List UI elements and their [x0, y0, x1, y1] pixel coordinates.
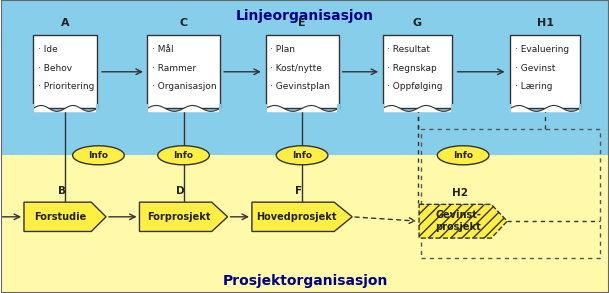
Bar — [147, 35, 220, 108]
Text: B: B — [58, 186, 66, 196]
Ellipse shape — [158, 146, 209, 165]
Text: · Behov: · Behov — [38, 64, 72, 73]
Text: Info: Info — [292, 151, 312, 160]
Bar — [579, 104, 582, 113]
Bar — [381, 104, 384, 113]
Bar — [266, 35, 339, 108]
Text: Info: Info — [174, 151, 194, 160]
Text: Linjeorganisasjon: Linjeorganisasjon — [236, 9, 374, 23]
Bar — [382, 35, 452, 108]
Text: E: E — [298, 18, 306, 28]
Polygon shape — [24, 202, 106, 231]
Ellipse shape — [72, 146, 124, 165]
Text: · Mål: · Mål — [152, 45, 174, 54]
Bar — [509, 104, 512, 113]
Text: Info: Info — [88, 151, 108, 160]
Bar — [32, 104, 34, 113]
Bar — [451, 104, 454, 113]
Text: Forprosjekt: Forprosjekt — [147, 212, 211, 222]
Text: · Organisasjon: · Organisasjon — [152, 82, 217, 91]
Text: · Ide: · Ide — [38, 45, 58, 54]
Bar — [146, 104, 148, 113]
Bar — [1, 0, 609, 155]
Text: · Resultat: · Resultat — [387, 45, 431, 54]
Bar — [96, 104, 98, 113]
Text: Hovedprosjekt: Hovedprosjekt — [256, 212, 337, 222]
Bar — [1, 155, 609, 293]
Text: · Gevinstplan: · Gevinstplan — [270, 82, 331, 91]
Bar — [219, 104, 221, 113]
Text: H2: H2 — [452, 188, 468, 198]
Text: · Rammer: · Rammer — [152, 64, 196, 73]
Text: G: G — [413, 18, 422, 28]
Text: · Regnskap: · Regnskap — [387, 64, 437, 73]
Text: Prosjektorganisasjon: Prosjektorganisasjon — [222, 274, 388, 288]
Text: · Oppfølging: · Oppfølging — [387, 82, 443, 91]
Text: H1: H1 — [537, 18, 554, 28]
Polygon shape — [419, 205, 507, 238]
Text: · Prioritering: · Prioritering — [38, 82, 94, 91]
Ellipse shape — [437, 146, 489, 165]
Ellipse shape — [276, 146, 328, 165]
Text: A: A — [61, 18, 69, 28]
Text: · Kost/nytte: · Kost/nytte — [270, 64, 322, 73]
Text: C: C — [180, 18, 188, 28]
Text: Info: Info — [453, 151, 473, 160]
Text: F: F — [295, 186, 302, 196]
Text: Gevinst-
prosjekt: Gevinst- prosjekt — [435, 210, 481, 232]
Text: D: D — [176, 186, 185, 196]
Bar — [510, 35, 580, 108]
Bar — [421, 129, 600, 258]
Text: · Plan: · Plan — [270, 45, 295, 54]
Text: · Evaluering: · Evaluering — [515, 45, 569, 54]
Bar — [264, 104, 267, 113]
Polygon shape — [252, 202, 352, 231]
Bar — [33, 35, 97, 108]
Bar — [337, 104, 340, 113]
Polygon shape — [139, 202, 228, 231]
Text: Forstudie: Forstudie — [35, 212, 86, 222]
Text: · Gevinst: · Gevinst — [515, 64, 555, 73]
Text: · Læring: · Læring — [515, 82, 552, 91]
